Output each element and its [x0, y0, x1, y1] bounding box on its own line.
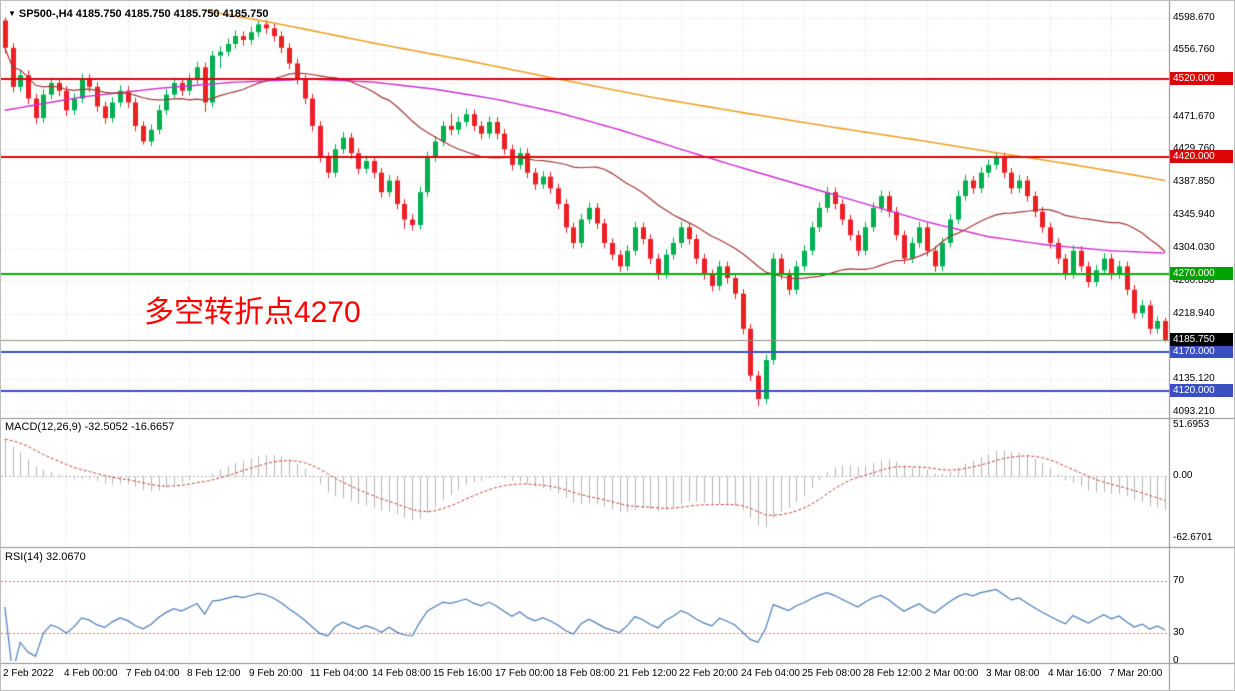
symbol-timeframe-label: SP500-,H4 — [18, 8, 73, 20]
chart-annotation[interactable]: 多空转折点4270 — [144, 296, 361, 329]
rsi-indicator-label: RSI(14) 32.0670 — [5, 551, 86, 563]
ohlc-readout: 4185.750 4185.750 4185.750 4185.750 — [75, 8, 269, 20]
chart-title: ▼ SP500-,H4 4185.750 4185.750 4185.750 41… — [8, 8, 269, 20]
symbol-marker-icon: ▼ — [8, 9, 16, 18]
macd-indicator-label: MACD(12,26,9) -32.5052 -16.6657 — [5, 421, 175, 433]
